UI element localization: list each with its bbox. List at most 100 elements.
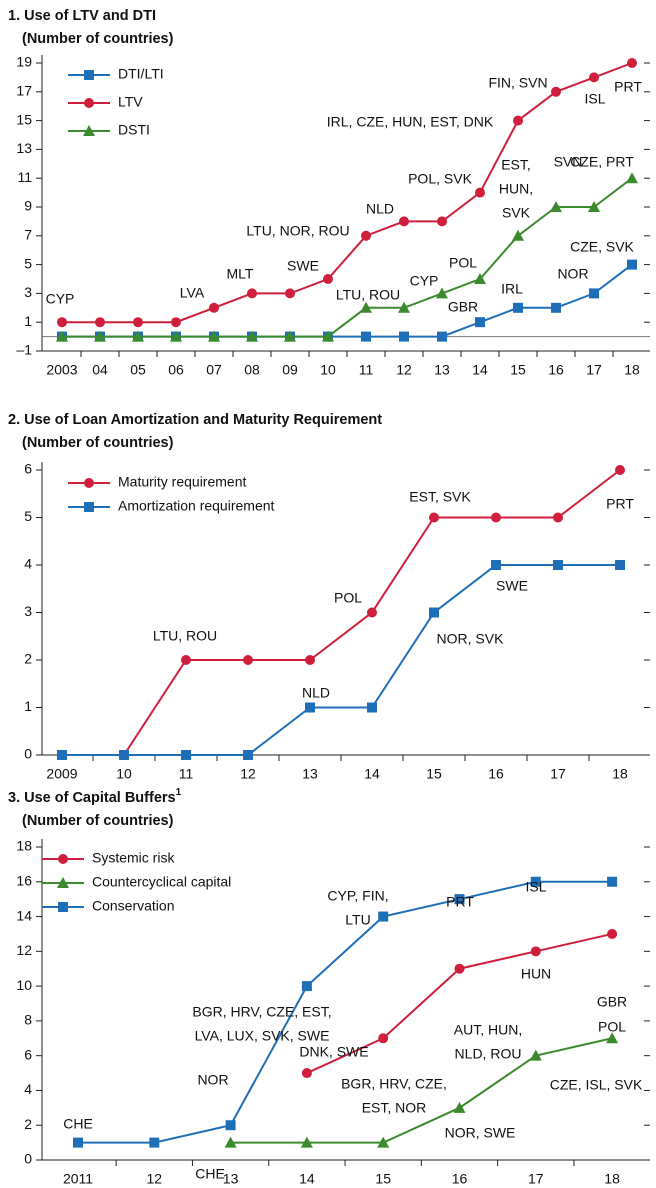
legend-label: LTV <box>118 94 143 110</box>
y-tick-label: 6 <box>24 461 32 477</box>
annotation: POL <box>334 590 362 606</box>
annotation: AUT, HUN, <box>454 1022 522 1038</box>
marker <box>84 98 94 108</box>
chart: 1. Use of LTV and DTI (Number of countrie… <box>8 8 650 378</box>
marker <box>361 331 371 342</box>
marker <box>300 1136 313 1148</box>
marker <box>399 331 409 342</box>
x-tick-label: 15 <box>426 766 442 782</box>
marker <box>181 655 191 665</box>
marker <box>626 172 638 184</box>
marker <box>454 963 465 974</box>
marker <box>615 560 625 570</box>
legend-label: Conservation <box>92 898 175 914</box>
x-tick-label: 17 <box>586 362 602 378</box>
y-tick-label: 12 <box>16 942 32 958</box>
marker <box>454 894 465 905</box>
marker <box>513 302 523 313</box>
chart-title: 2. Use of Loan Amortization and Maturity… <box>8 412 382 428</box>
annotation: LTU <box>345 912 370 928</box>
marker <box>589 72 599 83</box>
marker <box>171 317 181 328</box>
marker <box>551 86 561 97</box>
marker <box>398 301 410 313</box>
x-tick-label: 09 <box>282 362 298 378</box>
marker <box>57 877 69 888</box>
legend-label: DTI/LTI <box>118 66 164 82</box>
annotation: GBR <box>448 299 478 315</box>
y-tick-label: 4 <box>24 1081 32 1097</box>
y-tick-label: 1 <box>24 698 32 714</box>
annotation: CYP <box>46 291 75 307</box>
annotation: CHE <box>195 1166 225 1182</box>
marker <box>301 981 312 992</box>
marker <box>301 1068 312 1079</box>
x-tick-label: 17 <box>550 766 566 782</box>
y-tick-label: 14 <box>16 907 32 923</box>
marker <box>491 560 501 570</box>
x-tick-label: 14 <box>472 362 488 378</box>
annotation: LVA, LUX, SVK, SWE <box>195 1028 330 1044</box>
annotation: POL, SVK <box>408 171 472 187</box>
annotation: LVA <box>180 285 205 301</box>
marker <box>247 288 257 299</box>
annotation: CZE, SVK <box>570 239 634 255</box>
annotation: NOR, SWE <box>445 1125 516 1141</box>
marker <box>606 1032 619 1044</box>
annotation: LTU, ROU <box>336 287 400 303</box>
marker <box>208 330 220 342</box>
annotation: HUN, <box>499 181 533 197</box>
annotation: PRT <box>614 79 642 95</box>
x-tick-label: 12 <box>240 766 256 782</box>
marker <box>475 187 485 198</box>
marker <box>378 911 389 922</box>
series-line <box>230 1037 613 1144</box>
annotation: BGR, HRV, CZE, <box>341 1076 447 1092</box>
x-tick-label: 08 <box>244 362 260 378</box>
annotation: CZE, ISL, SVK <box>550 1077 643 1093</box>
annotation: LTU, ROU <box>153 628 217 644</box>
marker <box>615 465 625 475</box>
annotation: NLD, ROU <box>455 1046 522 1062</box>
annotation: CYP, FIN, <box>327 888 388 904</box>
annotation: HUN <box>521 966 551 982</box>
marker <box>550 201 562 212</box>
marker <box>399 216 409 227</box>
marker <box>530 876 541 887</box>
marker <box>209 302 219 313</box>
x-tick-label: 2003 <box>46 362 77 378</box>
y-tick-label: 9 <box>24 198 32 214</box>
marker <box>553 512 563 523</box>
series-line <box>62 62 633 324</box>
marker <box>246 330 258 342</box>
marker <box>553 560 563 570</box>
marker <box>322 330 334 342</box>
chart-subtitle: (Number of countries) <box>22 435 174 451</box>
marker <box>437 216 447 227</box>
x-tick-label: 15 <box>510 362 526 378</box>
annotation: CHE <box>63 1116 93 1132</box>
marker <box>513 115 523 126</box>
marker <box>377 1136 390 1148</box>
marker <box>305 655 315 665</box>
annotation: PRT <box>606 496 634 512</box>
marker <box>475 317 485 328</box>
x-tick-label: 12 <box>147 1171 163 1187</box>
y-tick-label: 4 <box>24 556 32 572</box>
y-tick-label: 18 <box>16 838 32 854</box>
legend-label: Systemic risk <box>92 850 175 866</box>
x-tick-label: 16 <box>452 1171 468 1187</box>
series-line <box>62 469 621 756</box>
chart-subtitle: (Number of countries) <box>22 813 174 829</box>
annotation: PRT <box>446 894 474 910</box>
marker <box>491 512 501 523</box>
marker <box>243 750 253 760</box>
x-tick-label: 13 <box>302 766 318 782</box>
annotation: NLD <box>366 201 394 217</box>
marker <box>529 1049 542 1061</box>
x-tick-label: 13 <box>434 362 450 378</box>
x-tick-label: 18 <box>604 1171 620 1187</box>
x-tick-label: 11 <box>179 766 194 782</box>
x-tick-label: 2011 <box>63 1171 93 1187</box>
annotation: EST, <box>501 157 531 173</box>
